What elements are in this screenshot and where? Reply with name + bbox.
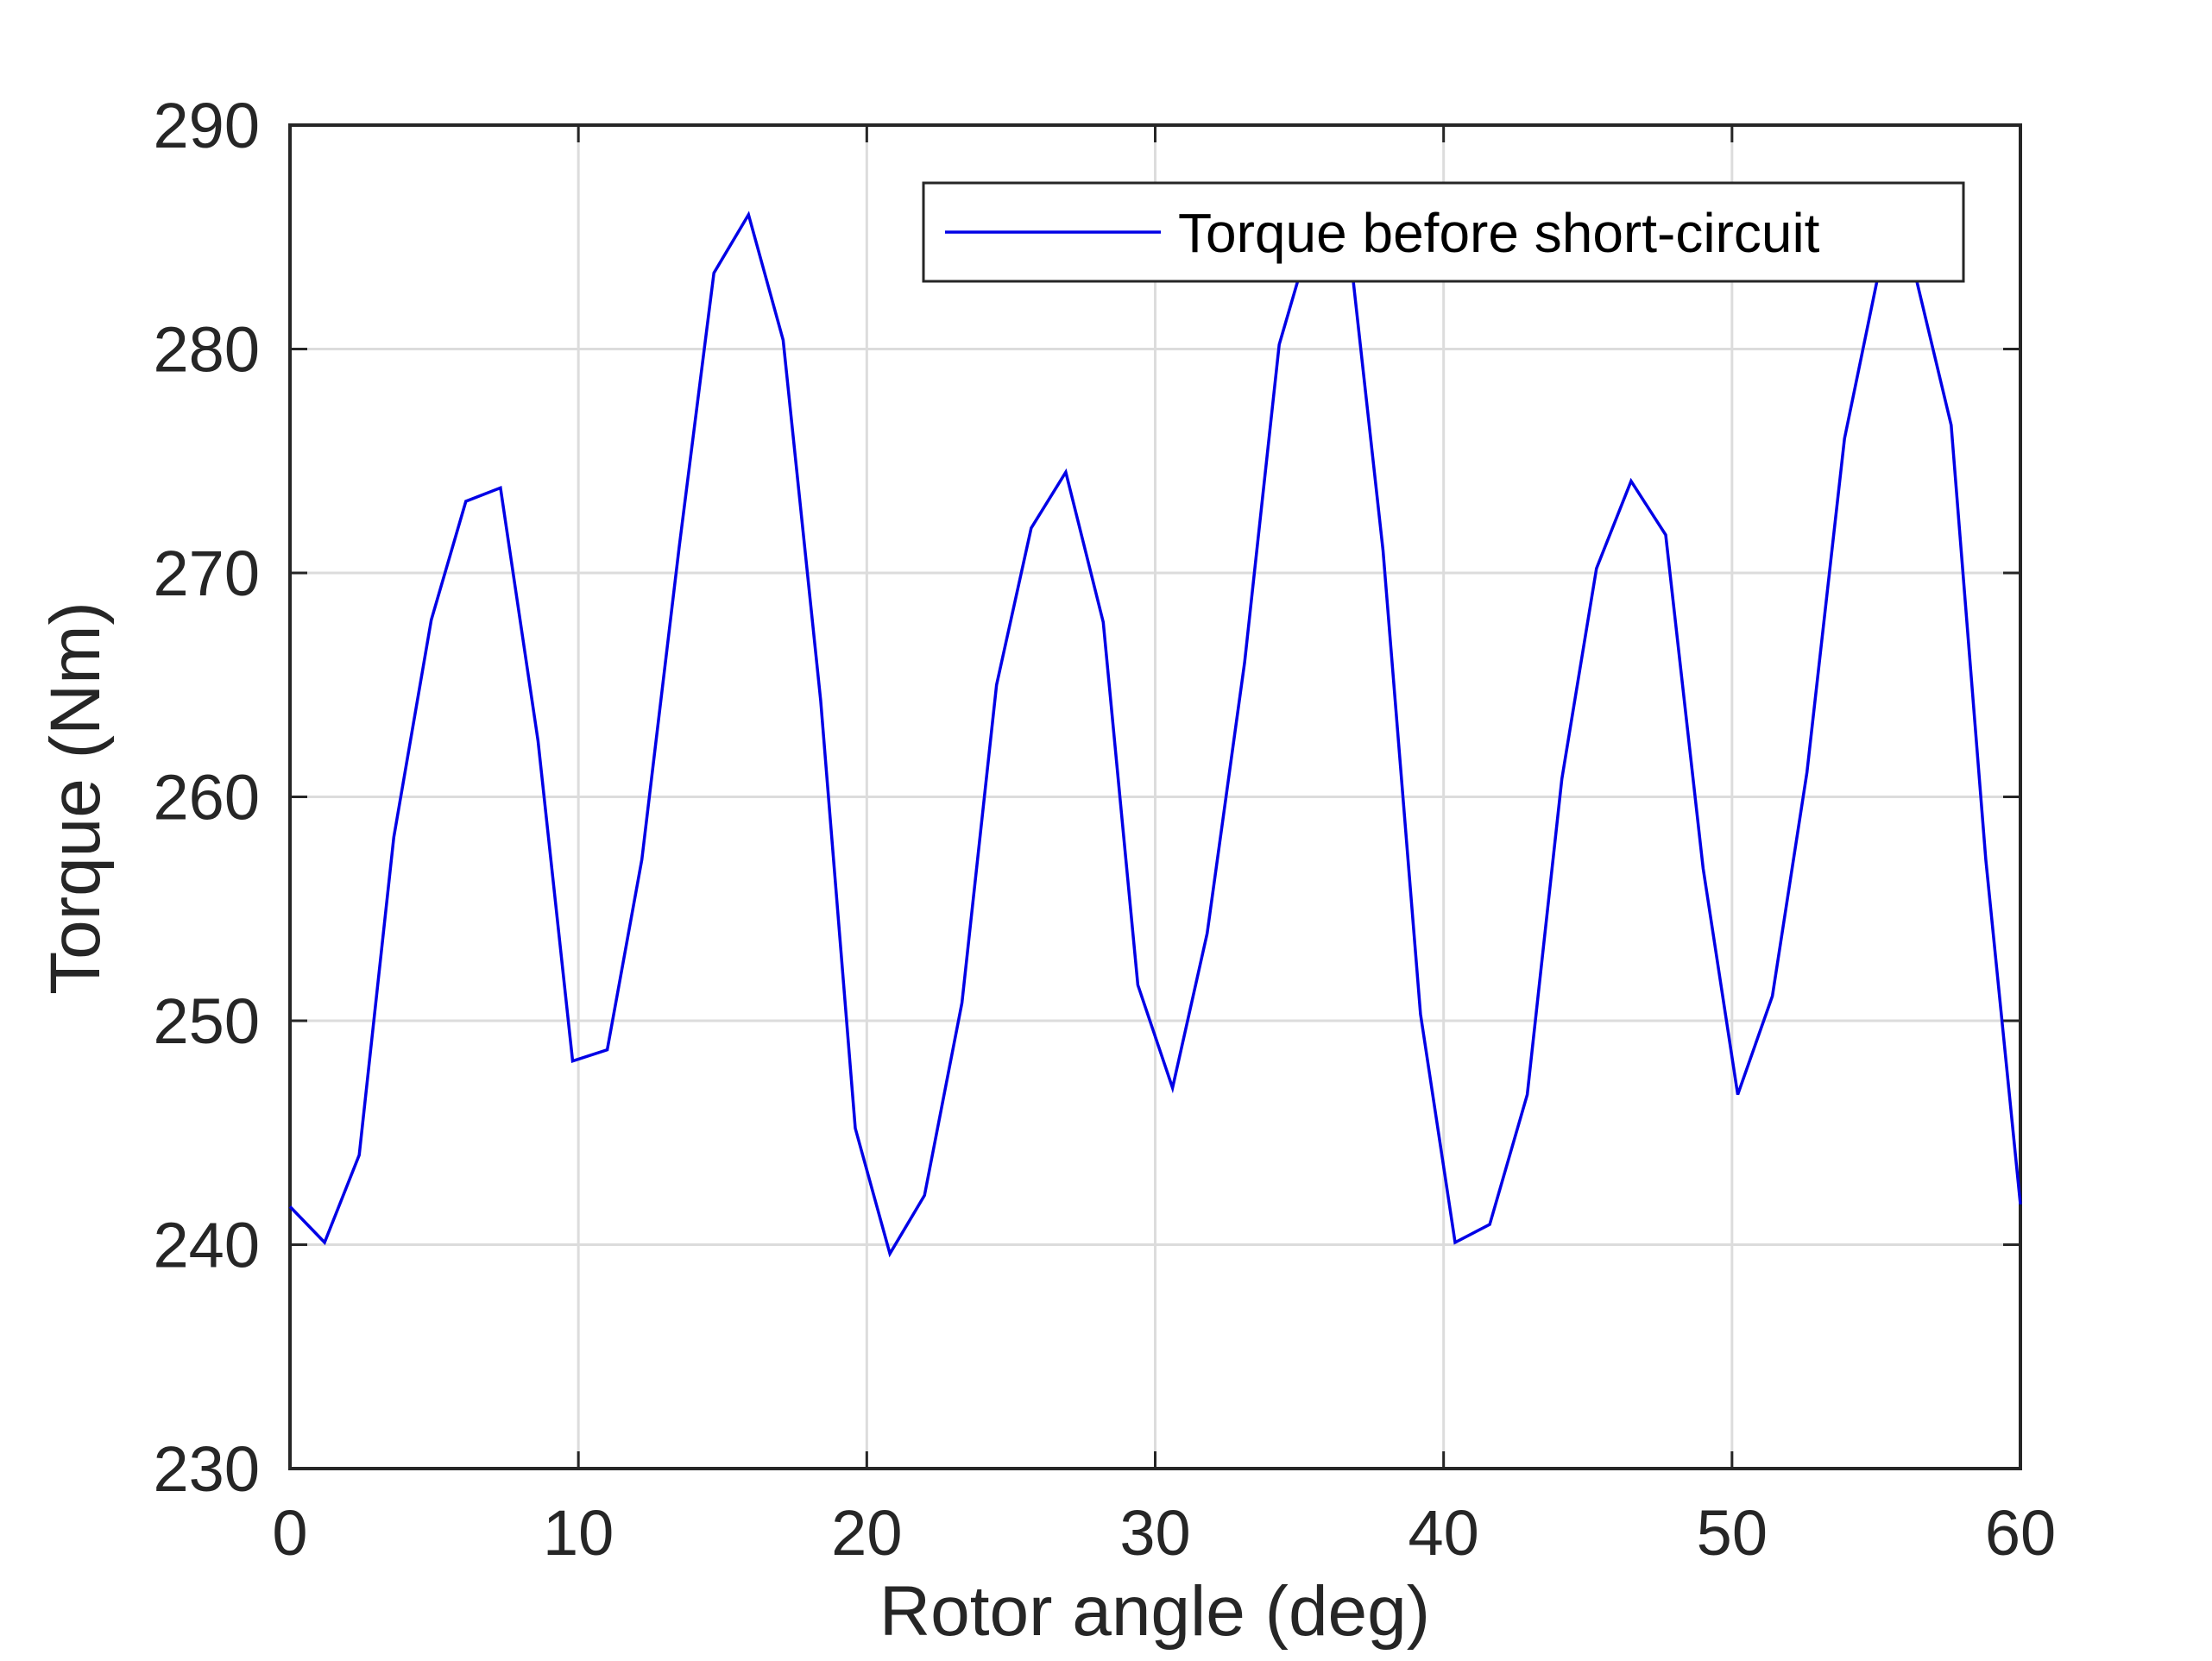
legend-label: Torque before short-circuit xyxy=(1178,202,1820,264)
x-tick-label: 30 xyxy=(1119,1497,1190,1569)
y-tick-label: 250 xyxy=(154,985,260,1057)
x-tick-label: 10 xyxy=(543,1497,614,1569)
x-tick-label: 0 xyxy=(272,1497,307,1569)
legend: Torque before short-circuit xyxy=(922,181,1965,283)
x-tick-label: 40 xyxy=(1408,1497,1479,1569)
y-tick-label: 260 xyxy=(154,762,260,834)
x-tick-label: 50 xyxy=(1697,1497,1768,1569)
x-tick-label: 20 xyxy=(831,1497,902,1569)
y-tick-label: 240 xyxy=(154,1210,260,1281)
x-tick-label: 60 xyxy=(1985,1497,2056,1569)
y-axis-label: Torque (Nm) xyxy=(36,601,115,995)
y-tick-label: 270 xyxy=(154,538,260,609)
y-tick-label: 290 xyxy=(154,90,260,161)
grid-lines xyxy=(290,125,2020,1469)
x-axis-label: Rotor angle (deg) xyxy=(879,1572,1430,1651)
axis-ticks: 0 10 20 30 40 50 60 230 240 250 260 270 280 290 xyxy=(154,90,2057,1569)
y-tick-label: 280 xyxy=(154,314,260,386)
y-tick-label: 230 xyxy=(154,1433,260,1505)
torque-line xyxy=(288,211,2022,1258)
